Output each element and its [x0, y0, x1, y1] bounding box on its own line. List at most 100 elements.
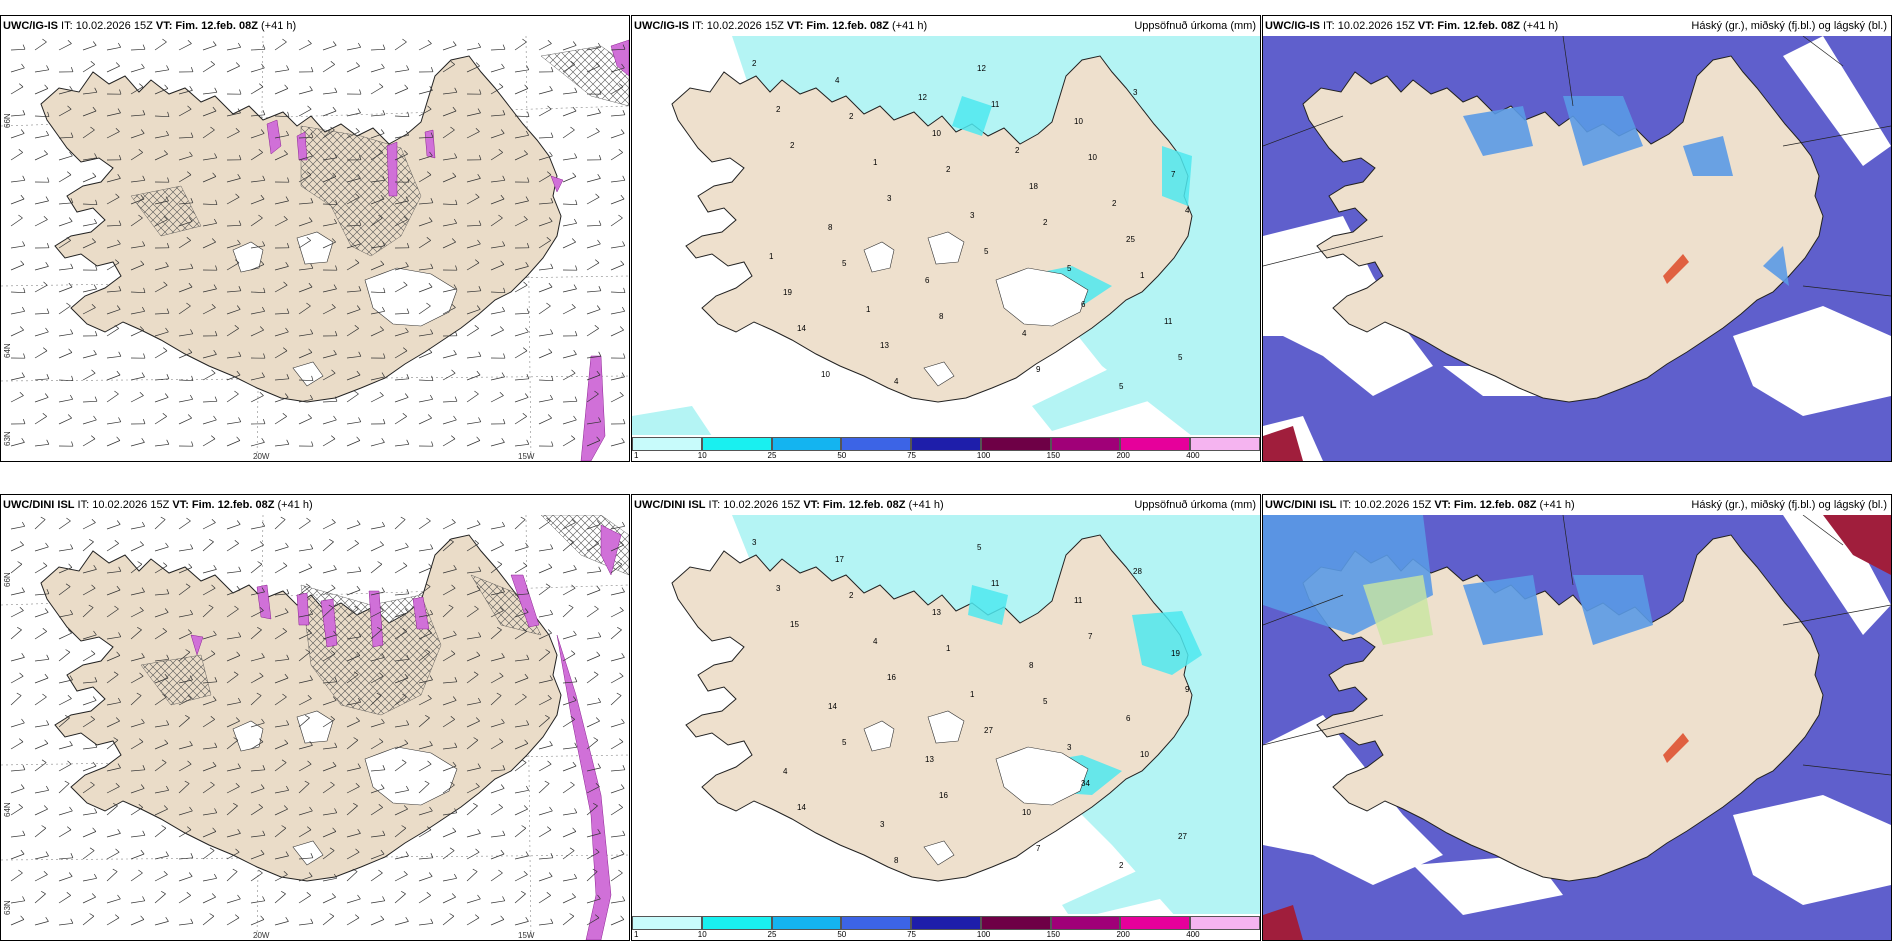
- wind-barb: [82, 873, 98, 882]
- wind-barb: [130, 129, 145, 139]
- wind-barb: [130, 44, 146, 51]
- wind-barb: [586, 632, 602, 640]
- wind-barb: [58, 86, 73, 95]
- wind-barb: [610, 896, 626, 904]
- wind-barb: [298, 348, 313, 359]
- wind-barb: [370, 306, 386, 315]
- wind-barb: [226, 914, 240, 926]
- wind-barb: [538, 892, 551, 904]
- wind-barb: [250, 784, 265, 794]
- wind-barb: [562, 742, 578, 750]
- wind-barb: [610, 175, 626, 183]
- wind-barb: [298, 329, 314, 337]
- wind-barb: [442, 303, 456, 315]
- wind-barb: [154, 374, 170, 381]
- wind-barb: [514, 374, 530, 381]
- wind-barb: [130, 915, 145, 926]
- wind-barb: [394, 851, 409, 860]
- cloud-map-dini: UWC/DINI ISL IT: 10.02.2026 15Z VT: Fim.…: [1262, 494, 1892, 941]
- dense-cloud-area: [1263, 905, 1303, 940]
- wind-barb: [418, 714, 430, 728]
- precip-value-label: 12: [918, 93, 927, 102]
- mid-cloud-area: [1463, 575, 1543, 645]
- wind-barb: [82, 913, 95, 926]
- precip-value-label: 19: [1171, 649, 1180, 658]
- wind-barb: [34, 562, 48, 574]
- colorbar-tick-label: 75: [907, 451, 917, 460]
- wind-barb: [82, 538, 94, 552]
- wind-barb: [466, 763, 481, 772]
- wind-barb: [538, 414, 552, 425]
- wind-barb: [178, 441, 194, 447]
- colorbar: 1 10 25 50 75 100 150 200 400: [632, 435, 1260, 461]
- wind-barb: [298, 394, 314, 403]
- wind-barb: [562, 61, 575, 73]
- clear-sky-area: [1783, 515, 1891, 635]
- wind-barb: [586, 520, 601, 530]
- colorbar-tick-label: 50: [837, 930, 847, 939]
- wind-barb: [370, 626, 382, 640]
- wind-barb: [274, 38, 287, 51]
- wind-barb: [610, 241, 626, 249]
- wind-barb: [394, 215, 408, 227]
- wind-barb: [58, 892, 71, 904]
- wind-barb: [322, 677, 338, 684]
- wind-barb: [418, 414, 432, 425]
- wind-barb: [394, 439, 410, 447]
- wind-barb: [418, 806, 433, 816]
- wind-barb: [490, 241, 506, 249]
- wind-barb: [562, 106, 577, 117]
- precip-value-label: 3: [887, 194, 892, 203]
- wind-barb: [58, 563, 73, 574]
- wind-barb: [514, 308, 530, 315]
- wind-barb: [298, 237, 311, 249]
- wind-barb: [538, 872, 553, 882]
- precip-value-label: 3: [1133, 88, 1138, 97]
- wind-barb: [82, 677, 98, 684]
- wind-barb: [274, 196, 289, 205]
- wind-barb: [394, 825, 407, 838]
- wind-barb: [154, 785, 170, 794]
- wind-barb: [562, 630, 577, 640]
- wind-barb: [274, 870, 288, 882]
- wind-barb: [346, 632, 362, 640]
- wind-barb: [154, 759, 167, 772]
- valid-time: VT: Fim. 12.feb. 08Z: [1434, 499, 1537, 511]
- wind-barb: [154, 65, 170, 73]
- wind-barb: [586, 802, 598, 816]
- wind-barb: [442, 396, 458, 403]
- wind-barb: [442, 565, 457, 574]
- wind-barb: [610, 260, 625, 271]
- wind-barb: [226, 782, 240, 794]
- wind-barb: [394, 720, 410, 728]
- wind-barb: [58, 609, 74, 618]
- wind-barb: [538, 649, 551, 662]
- wind-barb: [322, 126, 335, 139]
- dense-cloud-area: [1263, 426, 1303, 461]
- wind-barb: [370, 326, 384, 337]
- precip-value-label: 6: [1081, 300, 1086, 309]
- wind-barb: [34, 825, 47, 838]
- wind-barb: [106, 763, 121, 772]
- wind-barb: [538, 217, 553, 227]
- wind-barb: [202, 218, 218, 227]
- mid-cloud-area: [1683, 136, 1733, 176]
- wind-barb: [322, 696, 337, 706]
- wind-barb: [106, 802, 118, 816]
- wind-barb: [418, 741, 433, 750]
- wind-barb: [202, 847, 215, 860]
- glacier: [364, 746, 458, 806]
- wind-barb: [250, 260, 265, 271]
- wind-barb: [490, 438, 505, 447]
- wind-barb: [106, 671, 119, 684]
- wind-barb: [466, 585, 481, 596]
- wind-barb: [514, 805, 528, 816]
- wind-barb: [130, 175, 146, 183]
- wind-barb: [514, 851, 529, 860]
- wind-barb: [538, 583, 551, 596]
- precip-value-label: 5: [842, 738, 847, 747]
- wind-barb: [322, 742, 338, 750]
- wind-barb: [610, 149, 623, 161]
- precip-area-moderate: [1132, 611, 1202, 675]
- precip-value-label: 1: [970, 690, 975, 699]
